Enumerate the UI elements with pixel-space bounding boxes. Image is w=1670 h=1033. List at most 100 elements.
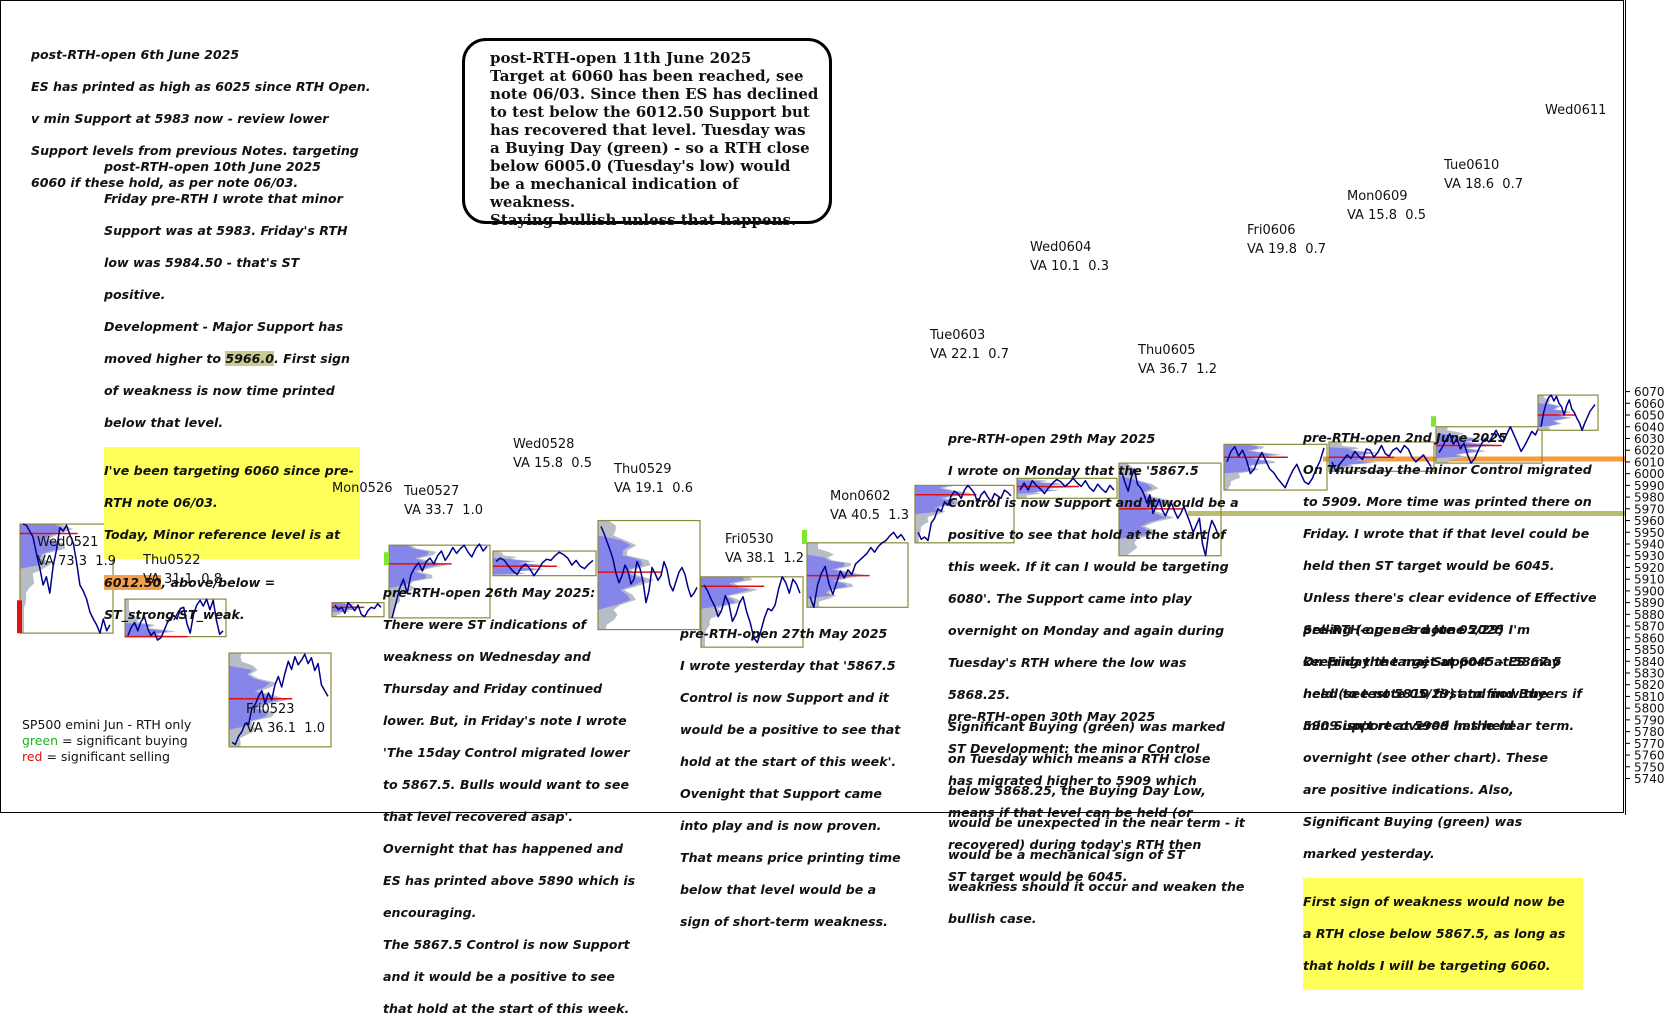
note-line: On Friday the maj Support at 5867.5 — [1303, 654, 1562, 669]
note-line: recovered) during today's RTH then — [948, 837, 1202, 852]
session-label: Wed0604 — [1030, 240, 1092, 255]
legend-text: = significant buying — [58, 733, 188, 748]
note-line: Support was at 5983. Friday's RTH — [104, 223, 348, 238]
note-line: I wrote yesterday that '5867.5 — [680, 658, 896, 673]
note-line: bullish case. — [948, 911, 1037, 926]
note-line: pre-RTH-open 29th May 2025 — [948, 431, 1156, 446]
value-area — [915, 485, 964, 543]
callout-line: be a mechanical indication of weakness. — [490, 175, 739, 211]
chart-frame — [0, 0, 1624, 813]
significant-buying-mark — [802, 529, 807, 544]
session-range-box — [388, 544, 491, 619]
value-area — [229, 653, 279, 747]
session-value-area: VA 33.7 1.0 — [404, 503, 483, 518]
note-line: Thursday and Friday continued — [383, 681, 603, 696]
note-line: means if that level can be held (or — [948, 805, 1193, 820]
axis-tick-label: 5920 — [1634, 561, 1665, 575]
axis-tick-label: 6050 — [1634, 409, 1665, 423]
note-line: that level recovered asap'. — [383, 809, 574, 824]
session-wed0604 — [1016, 477, 1118, 499]
note-line: below that level would be a — [680, 882, 877, 897]
note-line: I've been targeting 6060 since pre- — [104, 463, 354, 478]
note-line: pre-RTH-open 26th May 2025: — [383, 585, 596, 600]
session-label: Mon0609 — [1347, 189, 1408, 204]
axis-tick-label: 5900 — [1634, 584, 1665, 598]
note-line: are positive indications. Also, — [1303, 782, 1514, 797]
note-line: Control is now Support and it would be a — [948, 495, 1239, 510]
callout-line: post-RTH-open 11th June 2025 — [490, 49, 752, 67]
note-line: pre-RTH-open 3rd June 2025 — [1303, 622, 1505, 637]
note-line: ES has printed above 5890 which is — [383, 873, 636, 888]
session-range-box — [331, 602, 385, 618]
note-line: moved higher to 5966.0. First sign — [104, 351, 360, 367]
note-line: post-RTH-open 6th June 2025 — [31, 47, 240, 62]
session-wed0528 — [492, 550, 597, 577]
note-line: Development - Major Support has — [104, 319, 344, 334]
axis-tick-label: 5950 — [1634, 526, 1665, 540]
legend-green-word: green — [22, 733, 59, 748]
note-line: Support levels from previous Notes. targ… — [31, 143, 359, 158]
note-highlight: First sign of weakness would now be a RT… — [1303, 878, 1583, 990]
axis-background — [1625, 0, 1670, 815]
axis-tick-label: 5910 — [1634, 573, 1665, 587]
session-wed0611 — [1537, 394, 1599, 432]
note-line: held (see note 05/29) and now the — [1303, 686, 1548, 701]
note-line: 6060 if these hold, as per note 06/03. — [31, 175, 299, 190]
axis-tick-label: 5790 — [1634, 713, 1665, 727]
session-range-box — [1537, 394, 1599, 431]
note-text: moved higher to — [104, 351, 226, 366]
axis-tick-label: 5810 — [1634, 690, 1665, 704]
note-line: weakness on Wednesday and — [383, 649, 591, 664]
axis-tick-label: 5780 — [1634, 725, 1665, 739]
session-label: Wed0521 — [37, 535, 99, 550]
axis-tick-label: 6030 — [1634, 432, 1665, 446]
note-line: positive. — [104, 287, 166, 302]
note-line: need to test 5810 first to find Buyers i… — [1303, 686, 1582, 701]
note-line: Friday. I wrote that if that level could… — [1303, 526, 1590, 541]
note-line: a RTH close below 5867.5, as long as — [1303, 926, 1566, 941]
axis-tick-label: 6070 — [1634, 385, 1665, 399]
callout-line: a Buying Day (green) - so a RTH close — [490, 139, 810, 157]
axis-tick-label: 5740 — [1634, 772, 1665, 786]
legend-title: SP500 emini Jun - RTH only — [22, 717, 192, 732]
note-line: keeping the target at 6045 - ES may — [1303, 654, 1560, 669]
session-value-area: VA 40.5 1.3 — [830, 508, 909, 523]
note-line: that hold at the start of this week. — [383, 1001, 630, 1016]
axis-tick-label: 6000 — [1634, 467, 1665, 481]
price-line — [703, 576, 801, 644]
session-value-area: VA 22.1 0.7 — [930, 347, 1009, 362]
note-line: Ovenight that Support came — [680, 786, 882, 801]
note-line: Significant Buying (green) was marked — [948, 719, 1225, 734]
axis-tick-label: 6020 — [1634, 444, 1665, 458]
axis-tick-label: 5980 — [1634, 491, 1665, 505]
note-line: ST_strong/ST_weak. — [104, 607, 245, 622]
value-area — [1224, 444, 1274, 491]
note-line: Significant Buying (green) was — [1303, 814, 1523, 829]
session-tue0603 — [914, 484, 1015, 544]
session-label: Thu0529 — [614, 462, 672, 477]
session-label: Thu0605 — [1138, 343, 1196, 358]
note-line: v min Support at 5983 now - review lower — [31, 111, 329, 126]
axis-tick-label: 6040 — [1634, 420, 1665, 434]
session-label: Mon0526 — [332, 481, 393, 496]
session-label: Thu0522 — [143, 553, 201, 568]
note-line: Selling (e.g. see note 05/29) I'm — [1303, 622, 1531, 637]
value-area — [1017, 478, 1066, 499]
axis-tick-label: 5820 — [1634, 678, 1665, 692]
session-value-area: VA 36.1 1.0 — [246, 721, 325, 736]
session-label: Fri0523 — [246, 702, 295, 717]
session-label: Wed0611 — [1545, 103, 1607, 118]
note-line: this week. If it can I would be targetin… — [948, 559, 1229, 574]
note-0527: pre-RTH-open 27th May 2025 I wrote yeste… — [680, 610, 901, 946]
axis-tick-label: 5770 — [1634, 737, 1665, 751]
axis-tick-label: 6060 — [1634, 397, 1665, 411]
session-range-box — [597, 519, 701, 631]
note-line: I wrote on Monday that the '5867.5 — [948, 463, 1199, 478]
note-line: and it would be a positive to see — [383, 969, 615, 984]
note-line: of weakness is now time printed — [104, 383, 335, 398]
session-value-area: VA 19.8 0.7 — [1247, 242, 1326, 257]
note-line: RTH note 06/03. — [104, 495, 218, 510]
price-line — [334, 601, 382, 618]
note-line: On Thursday the minor Control migrated — [1303, 462, 1592, 477]
note-line: hold at the start of this week'. — [680, 754, 897, 769]
